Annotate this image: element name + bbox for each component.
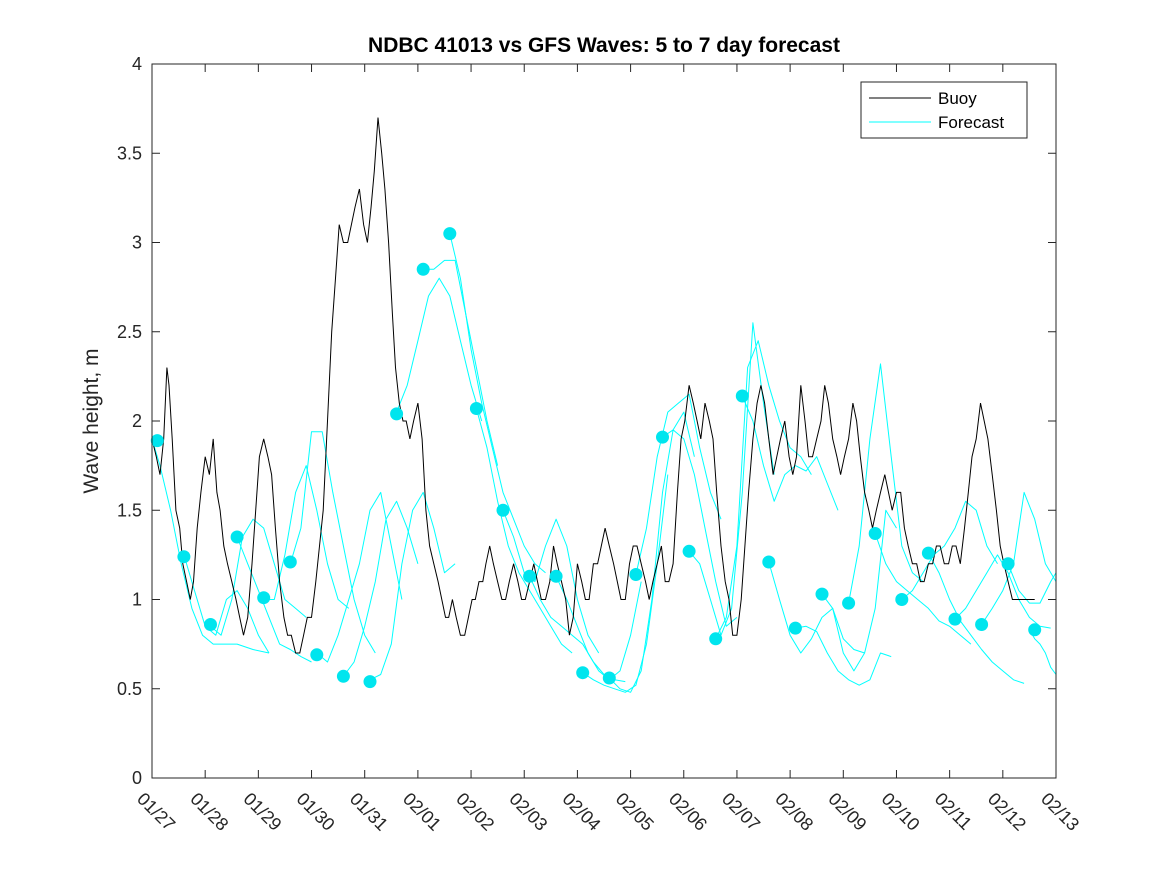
forecast-marker (815, 587, 829, 601)
forecast-marker (336, 669, 350, 683)
forecast-line (927, 552, 1025, 684)
forecast-line (449, 233, 546, 574)
forecast-marker (682, 544, 696, 558)
y-tick-label: 1.5 (117, 500, 142, 520)
forecast-line (369, 491, 456, 681)
forecast-line (741, 395, 839, 511)
forecast-marker (230, 530, 244, 544)
y-tick-label: 1 (132, 590, 142, 610)
forecast-line (715, 340, 812, 640)
forecast-marker (656, 430, 669, 444)
plot-area (152, 64, 1056, 778)
forecast-marker (895, 593, 909, 606)
forecast-marker (921, 546, 935, 560)
forecast-marker (150, 434, 164, 448)
buoy-series (151, 117, 1035, 654)
forecast-marker (390, 407, 404, 421)
forecast-line (901, 500, 998, 600)
forecast-line (316, 491, 403, 663)
forecast-marker (602, 671, 616, 685)
y-tick-label: 2.5 (117, 322, 142, 342)
forecast-marker (257, 591, 271, 605)
legend-buoy-label: Buoy (938, 89, 977, 108)
forecast-line (874, 533, 972, 645)
forecast-line (289, 431, 376, 654)
forecast-marker (868, 527, 882, 540)
forecast-marker (788, 621, 802, 635)
forecast-line (662, 429, 738, 627)
forecast-marker (443, 227, 457, 241)
forecast-line (688, 322, 775, 636)
forecast-marker (709, 632, 723, 646)
forecast-line (795, 625, 892, 686)
forecast-marker (1001, 557, 1015, 571)
forecast-line (475, 408, 573, 654)
forecast-marker (204, 618, 217, 631)
y-tick-label: 4 (132, 54, 142, 74)
forecast-marker (177, 550, 191, 564)
forecast-marker (469, 402, 483, 415)
forecast-marker (975, 618, 989, 631)
forecast-marker (948, 612, 962, 626)
chart-title: NDBC 41013 vs GFS Waves: 5 to 7 day fore… (368, 34, 840, 57)
forecast-line (848, 363, 924, 604)
forecast-marker (363, 675, 377, 689)
forecast-line (608, 411, 695, 693)
forecast-markers (150, 227, 1042, 689)
y-tick-label: 3.5 (117, 143, 142, 163)
forecast-line (236, 536, 312, 663)
forecast-line (582, 474, 669, 693)
buoy-line (151, 117, 1035, 654)
forecast-line (981, 491, 1057, 625)
forecast-marker (1028, 623, 1042, 637)
forecast-line (635, 393, 722, 575)
forecast-line (423, 259, 499, 466)
y-tick-label: 0 (132, 768, 142, 788)
legend-box (860, 81, 1028, 139)
forecast-line (183, 554, 270, 654)
forecast-line (768, 561, 865, 654)
forecast-lines (151, 233, 1057, 693)
forecast-marker (283, 555, 297, 569)
forecast-line (151, 438, 270, 654)
y-tick-label: 3 (132, 233, 142, 253)
y-tick-label: 2 (132, 411, 142, 431)
y-tick-label: 0.5 (117, 679, 142, 699)
forecast-line (821, 509, 897, 672)
forecast-marker (523, 569, 537, 583)
forecast-marker (310, 648, 324, 662)
forecast-marker (496, 503, 510, 517)
legend: Buoy Forecast (860, 81, 1028, 139)
forecast-line (555, 576, 642, 681)
forecast-marker (416, 262, 430, 276)
forecast-marker (629, 568, 643, 581)
y-axis: 0 0.5 1 1.5 2 2.5 3 3.5 4 (117, 54, 1056, 788)
forecast-line (1028, 629, 1057, 675)
legend-forecast-label: Forecast (938, 113, 1004, 132)
forecast-line (210, 518, 307, 636)
forecast-line (502, 510, 600, 654)
forecast-marker (735, 389, 749, 403)
forecast-marker (842, 596, 856, 610)
forecast-marker (576, 666, 590, 680)
forecast-marker (762, 555, 776, 569)
forecast-marker (549, 569, 563, 583)
forecast-line (342, 500, 419, 677)
y-axis-label: Wave height, m (80, 348, 103, 493)
forecast-line (1007, 563, 1057, 604)
forecast-line (263, 465, 350, 609)
forecast-line (396, 277, 483, 422)
